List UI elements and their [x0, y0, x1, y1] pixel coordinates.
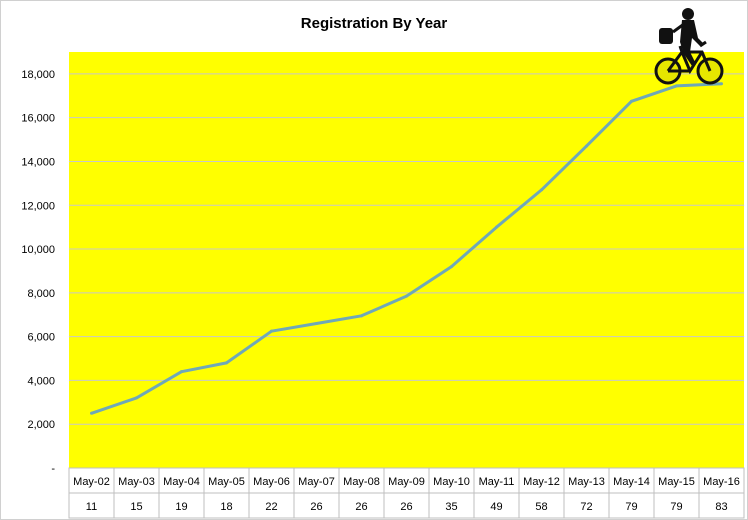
data-point [585, 144, 588, 148]
y-tick-label: 14,000 [21, 156, 55, 168]
data-point [270, 329, 273, 333]
x-category-label: May-15 [658, 476, 695, 488]
y-tick-label: 8,000 [27, 288, 55, 300]
table-cell: 19 [175, 501, 187, 513]
x-category-label: May-08 [343, 476, 380, 488]
y-tick-label: 4,000 [27, 375, 55, 387]
data-point [540, 188, 543, 192]
x-category-label: May-06 [253, 476, 290, 488]
y-tick-label: 16,000 [21, 113, 55, 125]
table-cell: 22 [265, 501, 277, 513]
x-category-label: May-16 [703, 476, 740, 488]
y-tick-label: 2,000 [27, 419, 55, 431]
x-category-label: May-02 [73, 476, 110, 488]
data-point [675, 84, 678, 88]
table-cell: 79 [625, 501, 637, 513]
table-cell: 72 [580, 501, 592, 513]
y-tick-label: - [51, 463, 55, 475]
x-category-label: May-05 [208, 476, 245, 488]
x-category-label: May-13 [568, 476, 605, 488]
data-point [135, 396, 138, 400]
table-cell: 49 [490, 501, 502, 513]
y-axis-ticks: - 2,000 4,000 6,000 8,000 10,000 12,000 14,000 1… [21, 69, 55, 475]
table-cell: 79 [670, 501, 682, 513]
plot-area [69, 52, 744, 468]
x-category-label: May-07 [298, 476, 335, 488]
y-tick-label: 12,000 [21, 200, 55, 212]
data-point [720, 82, 723, 86]
data-point [630, 99, 633, 103]
data-point [90, 411, 93, 415]
data-point [405, 294, 408, 298]
x-category-label: May-11 [479, 476, 515, 488]
data-point [450, 265, 453, 269]
x-category-label: May-12 [523, 476, 560, 488]
x-category-label: May-14 [613, 476, 650, 488]
series-points [90, 82, 723, 415]
table-cell: 58 [535, 501, 547, 513]
table-cell: 26 [310, 501, 322, 513]
bicycle-rider-icon [654, 8, 724, 85]
table-cell: 11 [86, 501, 97, 513]
table-cell: 83 [715, 501, 727, 513]
table-cell: 35 [445, 501, 457, 513]
data-point [180, 370, 183, 374]
table-cell: 15 [130, 501, 142, 513]
data-point [225, 361, 228, 365]
gridlines [69, 73, 744, 425]
data-point [495, 225, 498, 229]
y-tick-label: 6,000 [27, 332, 55, 344]
table-cell: 18 [220, 501, 232, 513]
x-category-label: May-09 [388, 476, 425, 488]
y-tick-label: 18,000 [21, 69, 55, 81]
x-category-label: May-10 [433, 476, 470, 488]
category-table: May-02 May-03 May-04 May-05 May-06 May-07 May-… [68, 467, 745, 519]
table-cell: 26 [355, 501, 367, 513]
data-point [315, 321, 318, 325]
x-category-label: May-04 [163, 476, 200, 488]
chart-title: Registration By Year [300, 15, 448, 32]
y-tick-label: 10,000 [21, 244, 55, 256]
table-cell: 26 [400, 501, 412, 513]
data-point [360, 314, 363, 318]
x-category-label: May-03 [118, 476, 155, 488]
